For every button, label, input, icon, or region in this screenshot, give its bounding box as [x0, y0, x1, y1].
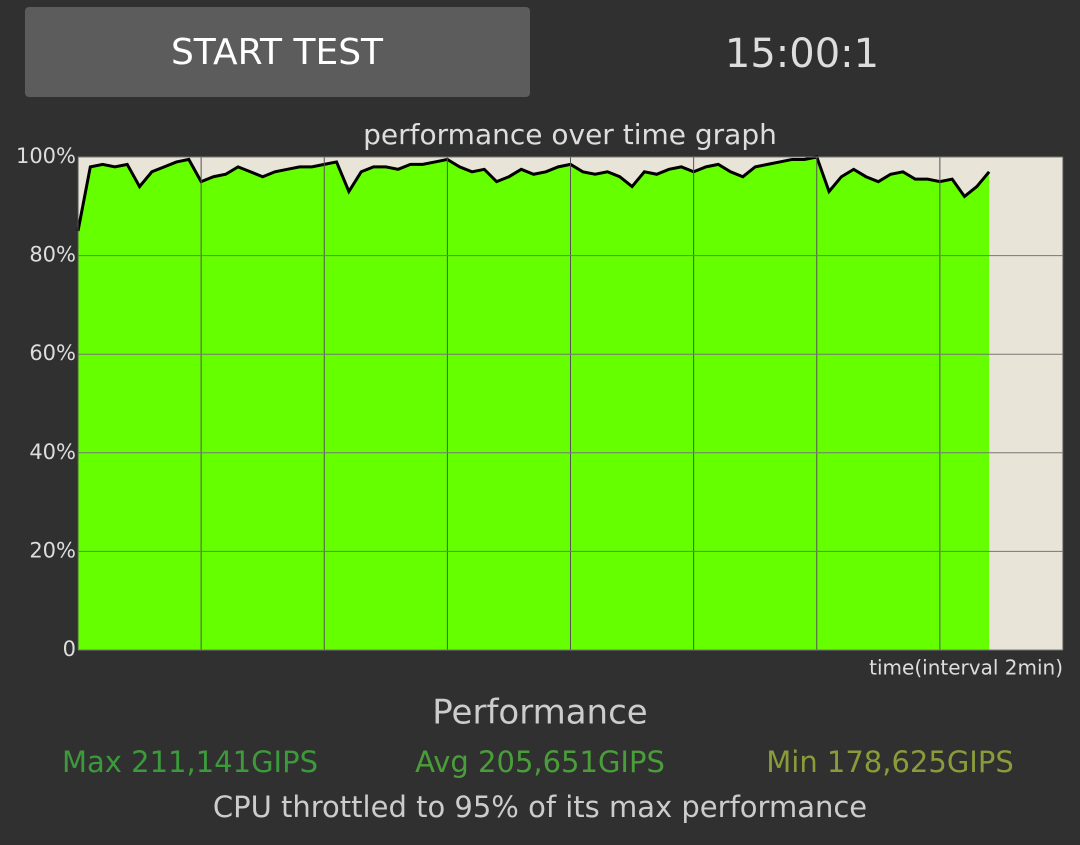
y-tick-label: 60%: [29, 341, 76, 365]
min-stat: Min 178,625GIPS: [766, 745, 1014, 779]
button-label: START TEST: [171, 32, 384, 73]
performance-heading: Performance: [432, 693, 647, 733]
y-tick-label: 0: [63, 637, 76, 661]
timer: 15:00:1: [725, 31, 879, 77]
y-tick-label: 100%: [16, 144, 76, 168]
chart-title: performance over time graph: [363, 118, 777, 151]
summary: CPU throttled to 95% of its max performa…: [213, 790, 867, 824]
y-tick-label: 40%: [29, 440, 76, 464]
x-axis-label: time(interval 2min): [869, 656, 1063, 680]
y-tick-label: 80%: [29, 243, 76, 267]
max-stat: Max 211,141GIPS: [62, 745, 318, 779]
start-button[interactable]: [25, 7, 530, 97]
y-tick-label: 20%: [29, 538, 76, 562]
avg-stat: Avg 205,651GIPS: [415, 745, 665, 779]
area-fill: [78, 157, 990, 650]
performance-line: [76, 155, 991, 232]
